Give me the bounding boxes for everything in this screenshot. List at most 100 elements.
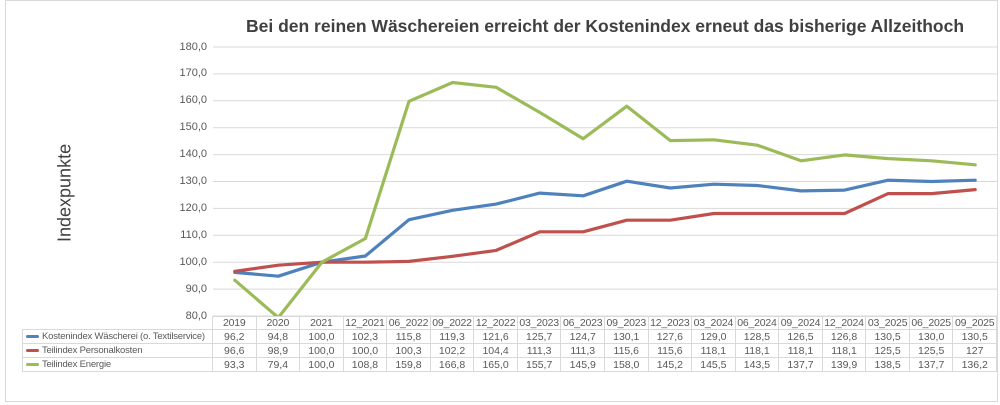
table-cell: 100,0 <box>300 358 344 372</box>
table-cell: 96,6 <box>213 344 257 358</box>
table-cell: 118,1 <box>822 344 867 358</box>
table-cell: 115,6 <box>648 344 693 358</box>
column-header: 06_2025 <box>909 316 954 330</box>
table-cell: 127 <box>953 344 997 358</box>
y-axis-tick-label: 120,0 <box>179 201 207 214</box>
table-cell: 159,8 <box>387 358 431 372</box>
table-cell: 137,7 <box>779 358 823 372</box>
y-axis-tick-label: 160,0 <box>179 94 207 107</box>
column-header: 03_2023 <box>517 316 562 330</box>
table-cell: 94,8 <box>256 330 301 344</box>
table-cell: 129,0 <box>692 330 736 344</box>
table-cell: 104,4 <box>474 344 518 358</box>
table-cell: 102,2 <box>430 344 475 358</box>
y-axis-tick-label: 130,0 <box>179 175 207 187</box>
table-cell: 125,7 <box>517 330 562 344</box>
table-cell: 118,1 <box>779 344 823 358</box>
table-cell: 126,5 <box>779 330 823 344</box>
column-header: 06_2023 <box>561 316 605 330</box>
table-cell: 100,0 <box>300 330 344 344</box>
legend-corner-cell <box>22 316 213 330</box>
column-header: 06_2022 <box>387 316 431 330</box>
table-cell: 145,5 <box>692 358 736 372</box>
y-axis-tick-label: 80,0 <box>185 309 207 322</box>
table-cell: 143,5 <box>735 358 780 372</box>
table-cell: 130,5 <box>953 330 997 344</box>
table-cell: 125,5 <box>866 344 910 358</box>
table-cell: 100,0 <box>300 344 344 358</box>
table-cell: 115,8 <box>387 330 431 344</box>
column-header: 03_2025 <box>866 316 910 330</box>
table-cell: 127,6 <box>648 330 693 344</box>
y-axis-tick-label: 110,0 <box>180 228 207 241</box>
table-cell: 139,9 <box>822 358 867 372</box>
series-line-0 <box>233 178 977 278</box>
table-cell: 98,9 <box>256 344 301 358</box>
table-cell: 165,0 <box>474 358 518 372</box>
column-header: 03_2024 <box>692 316 736 330</box>
table-cell: 136,2 <box>953 358 997 372</box>
table-cell: 145,2 <box>648 358 693 372</box>
column-header: 09_2024 <box>779 316 823 330</box>
column-header: 2020 <box>256 316 301 330</box>
table-cell: 130,5 <box>866 330 910 344</box>
legend-label: Teilindex Energie <box>42 359 111 370</box>
table-cell: 115,6 <box>605 344 649 358</box>
table-cell: 137,7 <box>909 358 954 372</box>
table-cell: 121,6 <box>474 330 518 344</box>
table-cell: 93,3 <box>213 358 257 372</box>
table-cell: 125,5 <box>909 344 954 358</box>
legend-cell: Kostenindex Wäscherei (o. Textilservice) <box>22 330 213 344</box>
table-cell: 158,0 <box>605 358 649 372</box>
legend-label: Teilindex Personalkosten <box>42 345 143 356</box>
y-axis-tick-label: 90,0 <box>185 282 207 295</box>
y-axis-tick-label: 180,0 <box>179 40 207 53</box>
legend-line-marker <box>26 363 39 366</box>
legend-cell: Teilindex Energie <box>22 358 213 372</box>
legend-cell: Teilindex Personalkosten <box>22 344 213 358</box>
table-cell: 138,5 <box>866 358 910 372</box>
legend-label: Kostenindex Wäscherei (o. Textilservice) <box>42 331 205 342</box>
table-cell: 155,7 <box>517 358 562 372</box>
table-cell: 130,1 <box>605 330 649 344</box>
column-header: 12_2023 <box>648 316 693 330</box>
series-line-1 <box>233 188 977 273</box>
table-cell: 100,0 <box>343 344 388 358</box>
y-axis-title: Indexpunkte <box>54 143 75 243</box>
column-header: 2021 <box>300 316 344 330</box>
y-axis-tick-label: 150,0 <box>179 121 207 134</box>
column-header: 09_2023 <box>605 316 649 330</box>
table-cell: 102,3 <box>343 330 388 344</box>
table-cell: 145,9 <box>561 358 605 372</box>
y-axis-tick-label: 140,0 <box>179 148 207 161</box>
y-axis-tick-label: 170,0 <box>179 67 207 80</box>
table-cell: 126,8 <box>822 330 867 344</box>
table-cell: 100,3 <box>387 344 431 358</box>
column-header: 2019 <box>213 316 257 330</box>
table-cell: 79,4 <box>256 358 301 372</box>
column-header: 12_2021 <box>343 316 388 330</box>
table-cell: 96,2 <box>213 330 257 344</box>
y-axis-tick-label: 100,0 <box>179 255 207 268</box>
table-cell: 111,3 <box>517 344 562 358</box>
series-line-2 <box>233 80 977 320</box>
table-cell: 111,3 <box>561 344 605 358</box>
chart-title: Bei den reinen Wäschereien erreicht der … <box>245 16 965 36</box>
column-header: 09_2022 <box>430 316 475 330</box>
legend-line-marker <box>26 335 39 338</box>
column-header: 06_2024 <box>735 316 780 330</box>
table-cell: 118,1 <box>692 344 736 358</box>
data-table: 2019 2020 2021 12_2021 06_2022 09_2022 12_2022… <box>22 316 997 372</box>
table-cell: 130,0 <box>909 330 954 344</box>
column-header: 12_2024 <box>822 316 867 330</box>
table-cell: 119,3 <box>430 330 475 344</box>
table-cell: 166,8 <box>430 358 475 372</box>
legend-line-marker <box>26 349 39 352</box>
column-header: 09_2025 <box>953 316 997 330</box>
table-cell: 108,8 <box>343 358 388 372</box>
table-cell: 124,7 <box>561 330 605 344</box>
table-cell: 118,1 <box>735 344 780 358</box>
table-cell: 128,5 <box>735 330 780 344</box>
